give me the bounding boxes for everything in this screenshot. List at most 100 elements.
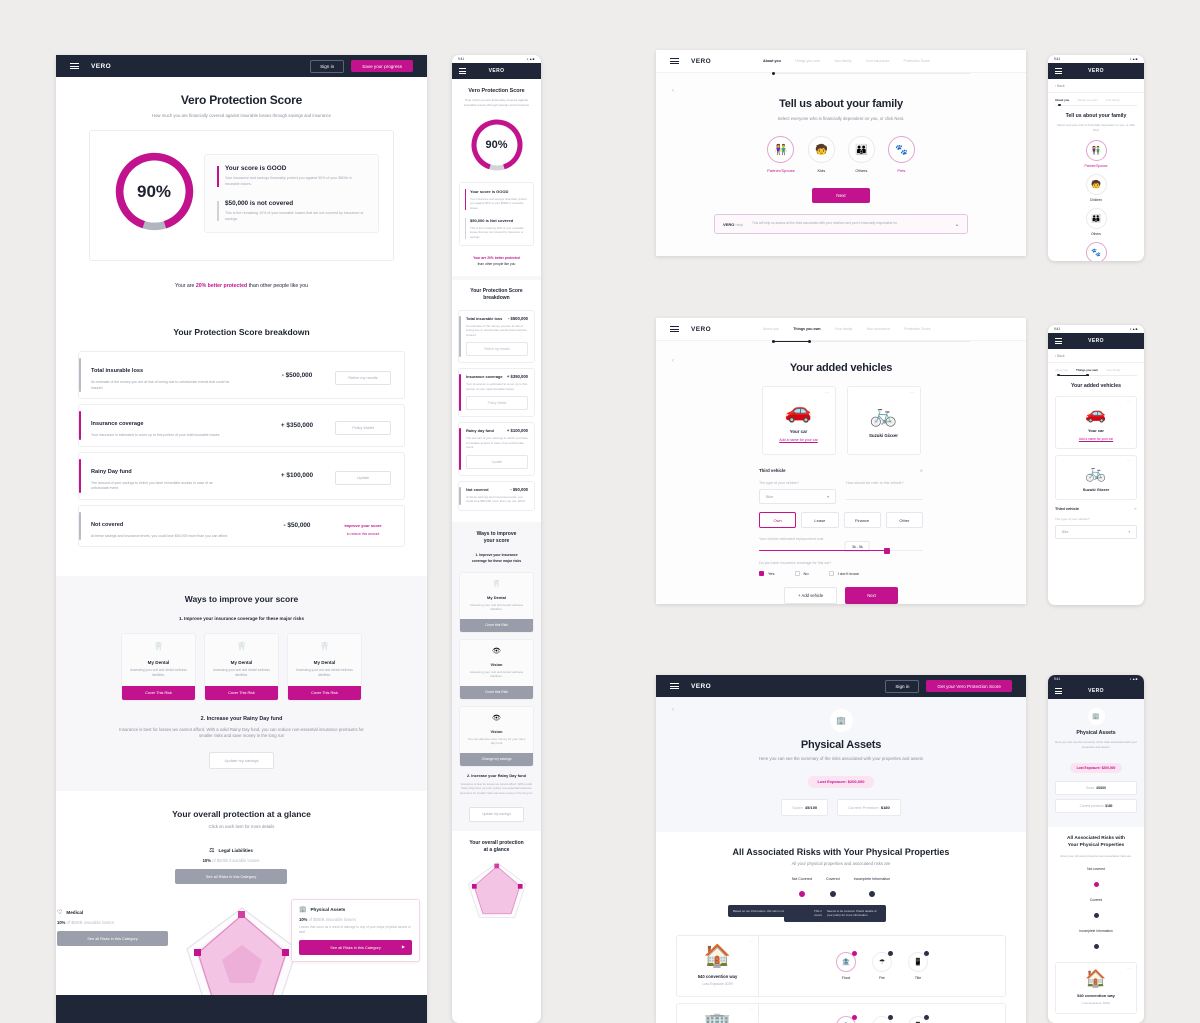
breakdown-row[interactable]: Not covered - $50,000 At these savings a…: [458, 480, 535, 511]
risk-card[interactable]: 🦷 My Dental Assessing your oral and dent…: [121, 632, 196, 701]
back-button[interactable]: ‹: [672, 358, 674, 364]
more-options-icon[interactable]: ⋯: [749, 938, 753, 944]
menu-icon[interactable]: [70, 63, 79, 69]
more-options-icon[interactable]: ⋯: [1127, 399, 1131, 404]
add-vehicle-button[interactable]: + Add vehicle: [784, 587, 838, 604]
family-option[interactable]: 👫 Partner/Spouse: [1078, 140, 1114, 168]
update-savings-button[interactable]: Update my savings: [469, 806, 524, 822]
ownership-option-3[interactable]: Other: [885, 512, 923, 528]
more-options-icon[interactable]: ⋯: [1127, 965, 1131, 971]
breakdown-row[interactable]: Rainy Day fund The amount of your saving…: [78, 451, 405, 500]
insurance-option-1[interactable]: No: [794, 571, 809, 577]
menu-icon[interactable]: [670, 683, 679, 689]
breakdown-row[interactable]: Rainy day fund + $100,000 The amount of …: [458, 422, 535, 476]
brand-logo[interactable]: VERO: [1088, 338, 1104, 344]
vehicle-card[interactable]: ⋯ 🚗 Your car Add a name for your car: [1055, 396, 1137, 449]
wizard-tab-1[interactable]: Things you own: [1077, 98, 1098, 102]
property-card[interactable]: ⋯ 🏠 540 convention way Loss Exposure: $1…: [676, 934, 1006, 997]
breakdown-row[interactable]: Insurance coverage Your insurance is est…: [78, 404, 405, 447]
peril-item[interactable]: 🏦: [836, 1014, 857, 1023]
breakdown-row[interactable]: Not covered At these savings and insuran…: [78, 504, 405, 547]
risk-card[interactable]: 🦷 My Dental Assessing your oral and dent…: [204, 632, 279, 701]
peril-item[interactable]: ☂ Fire: [872, 950, 893, 980]
wizard-tab-3[interactable]: Your insurance: [866, 327, 891, 331]
menu-icon[interactable]: [670, 58, 679, 64]
insurance-option-2[interactable]: I don't know: [828, 571, 859, 577]
wizard-tab-1[interactable]: Things you own: [1076, 368, 1099, 372]
row-action-button[interactable]: Policy Wallet: [335, 420, 391, 435]
more-options-icon[interactable]: ⋯: [1127, 458, 1131, 463]
slider-handle[interactable]: [883, 547, 890, 554]
help-banner[interactable]: VERO help This will help us assess all t…: [714, 214, 968, 234]
family-option[interactable]: 🐾 Pets: [1078, 242, 1114, 261]
close-icon[interactable]: ✕: [1133, 506, 1137, 511]
ownership-option-0[interactable]: Own: [759, 512, 797, 528]
wizard-tab-4[interactable]: Protection Score: [903, 59, 931, 63]
wizard-tab-0[interactable]: About you: [763, 327, 780, 331]
sign-in-button[interactable]: Sign in: [310, 59, 345, 73]
vehicle-type-select[interactable]: Bike ▾: [1055, 525, 1137, 539]
checkbox-icon[interactable]: [828, 571, 834, 577]
family-option[interactable]: 🐾 Pets: [887, 136, 915, 173]
wizard-tab-2[interactable]: Your family: [1106, 368, 1121, 372]
menu-icon[interactable]: [459, 68, 466, 74]
wizard-tab-3[interactable]: Your insurance: [865, 59, 890, 63]
next-button[interactable]: Next: [845, 587, 898, 604]
brand-logo[interactable]: VERO: [1088, 68, 1104, 74]
glance-cta-legal[interactable]: See all Risks in this Category: [175, 868, 287, 884]
vehicle-rename-link[interactable]: Add a name for your car: [1078, 437, 1114, 441]
risk-cta-button[interactable]: Cover this Risk: [460, 685, 533, 699]
vehicle-card[interactable]: ⋯ 🚲 Suzuki Gixxer: [1055, 455, 1137, 500]
glance-cta-medical[interactable]: See all Risks in this Category: [57, 930, 168, 946]
brand-logo[interactable]: VERO: [691, 325, 712, 333]
family-option[interactable]: 🧒 Kids: [807, 136, 835, 173]
family-option[interactable]: 👫 Partner/Spouse: [767, 136, 795, 173]
vehicle-card[interactable]: ⋯ 🚲 Suzuki Gixxer: [846, 386, 921, 455]
risk-card[interactable]: 👁 Vision Assessing your oral and dental …: [459, 638, 534, 700]
checkbox-icon[interactable]: [759, 571, 764, 577]
brand-logo[interactable]: VERO: [691, 57, 712, 65]
peril-item[interactable]: ☂: [872, 1014, 893, 1023]
risk-card[interactable]: 👁 Vision You can allocate more money for…: [459, 705, 534, 767]
wizard-tab-1[interactable]: Things you own: [794, 59, 820, 63]
close-icon[interactable]: ✕: [919, 468, 923, 473]
menu-icon[interactable]: [670, 326, 679, 332]
family-option[interactable]: 🧒 Children: [1078, 174, 1114, 202]
sign-in-button[interactable]: Sign in: [885, 679, 920, 693]
risk-cta-button[interactable]: Cover This Risk: [205, 685, 278, 700]
breakdown-row[interactable]: Total insurable loss An estimate of the …: [78, 351, 405, 400]
menu-icon[interactable]: [1055, 688, 1062, 694]
risk-card[interactable]: 🦷 My Dental Assessing your oral and dent…: [287, 632, 362, 701]
glance-cta-physical[interactable]: See all Risks in this Category ▶: [299, 940, 412, 956]
brand-logo[interactable]: VERO: [691, 682, 712, 690]
more-options-icon[interactable]: ⋯: [749, 1006, 753, 1012]
wizard-tab-2[interactable]: Your family: [834, 327, 853, 331]
menu-icon[interactable]: [1055, 68, 1062, 74]
back-button[interactable]: ‹: [672, 707, 674, 713]
wizard-tab-0[interactable]: About you: [763, 59, 781, 63]
peril-item[interactable]: 📱 Title: [908, 950, 929, 980]
more-options-icon[interactable]: ⋯: [909, 390, 915, 396]
update-savings-button[interactable]: Update my savings: [209, 752, 274, 770]
chevron-up-icon[interactable]: ▲: [955, 221, 959, 227]
back-button[interactable]: ‹: [672, 88, 674, 94]
checkbox-icon[interactable]: [794, 571, 800, 577]
ownership-option-1[interactable]: Lease: [801, 512, 839, 528]
more-options-icon[interactable]: ⋯: [824, 390, 830, 396]
row-action-link[interactable]: Improve your score to reduce this amount: [332, 523, 394, 537]
brand-logo[interactable]: VERO: [488, 68, 505, 74]
back-button[interactable]: ‹ Back: [1055, 354, 1065, 358]
vehicle-rename-link[interactable]: Add a name for your car: [779, 437, 818, 442]
breakdown-row[interactable]: Total insurable loss - $500,000 An estim…: [458, 309, 535, 364]
back-button[interactable]: ‹ Back: [1055, 84, 1065, 88]
wizard-tab-2[interactable]: Your family: [833, 59, 852, 63]
family-option[interactable]: 👪 Others: [847, 136, 875, 173]
row-action-button[interactable]: Update: [335, 471, 391, 486]
brand-logo[interactable]: VERO: [1088, 688, 1104, 694]
replacement-cost-slider[interactable]: [759, 547, 923, 554]
insurance-option-0[interactable]: Yes: [759, 571, 775, 577]
wizard-tab-1[interactable]: Things you own: [793, 327, 821, 331]
risk-cta-button[interactable]: Cover this Risk: [460, 618, 533, 632]
get-score-button[interactable]: Get your Vero Protection Score: [926, 680, 1012, 692]
risk-card[interactable]: 🦷 My Dental Assessing your oral and dent…: [459, 571, 534, 633]
